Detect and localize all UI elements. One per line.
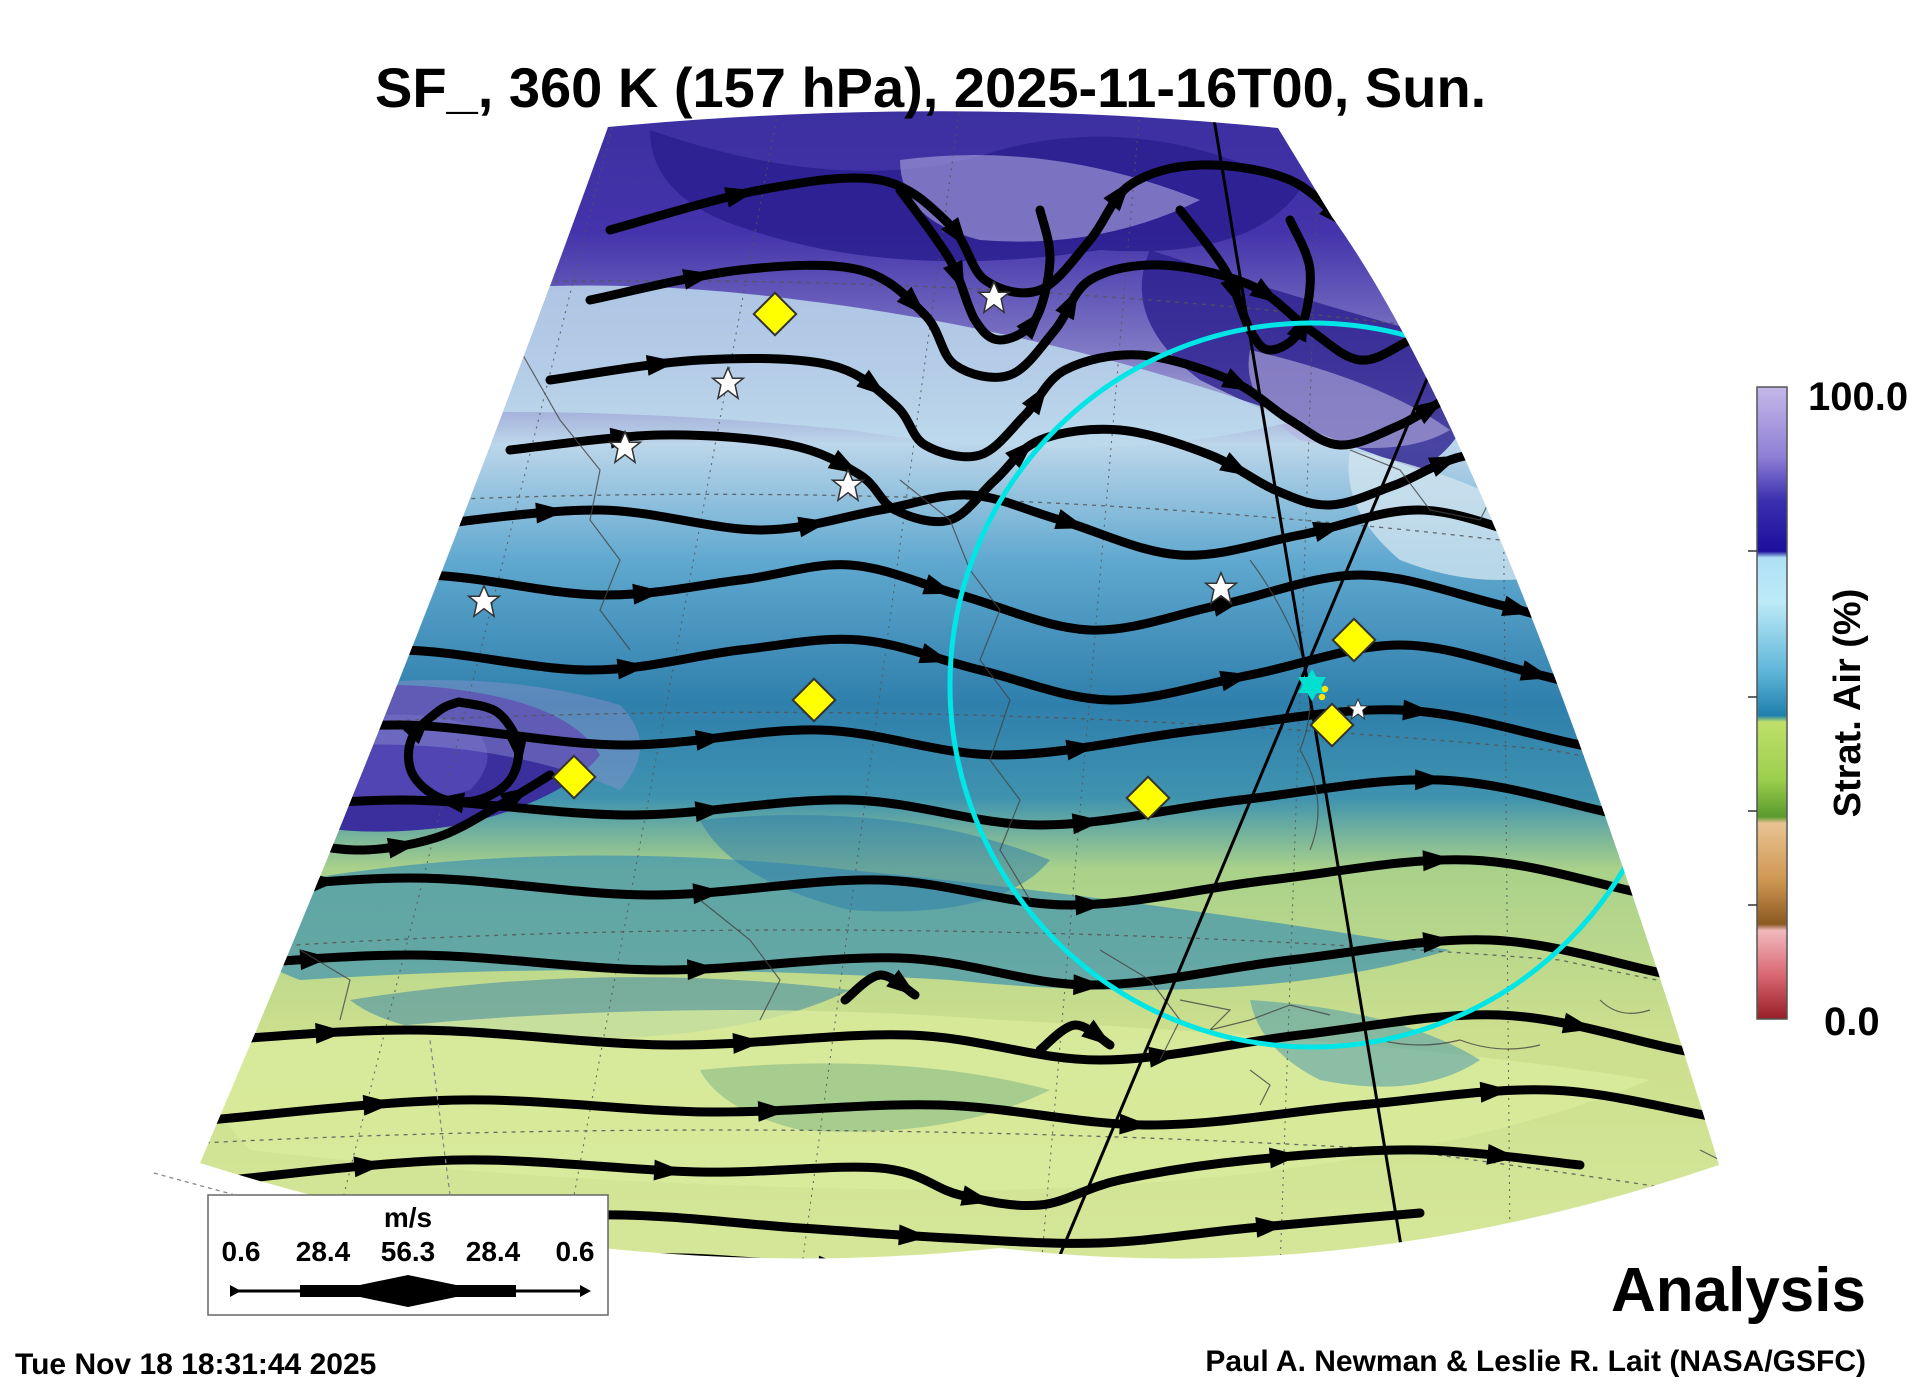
svg-text:28.4: 28.4: [296, 1236, 351, 1267]
svg-text:56.3: 56.3: [381, 1236, 436, 1267]
svg-text:m/s: m/s: [384, 1202, 432, 1233]
svg-text:28.4: 28.4: [466, 1236, 521, 1267]
svg-text:0.6: 0.6: [222, 1236, 261, 1267]
svg-text:0.0: 0.0: [1824, 1000, 1880, 1044]
svg-text:Strat. Air (%): Strat. Air (%): [1827, 589, 1869, 818]
svg-text:100.0: 100.0: [1808, 375, 1908, 419]
svg-text:0.6: 0.6: [556, 1236, 595, 1267]
